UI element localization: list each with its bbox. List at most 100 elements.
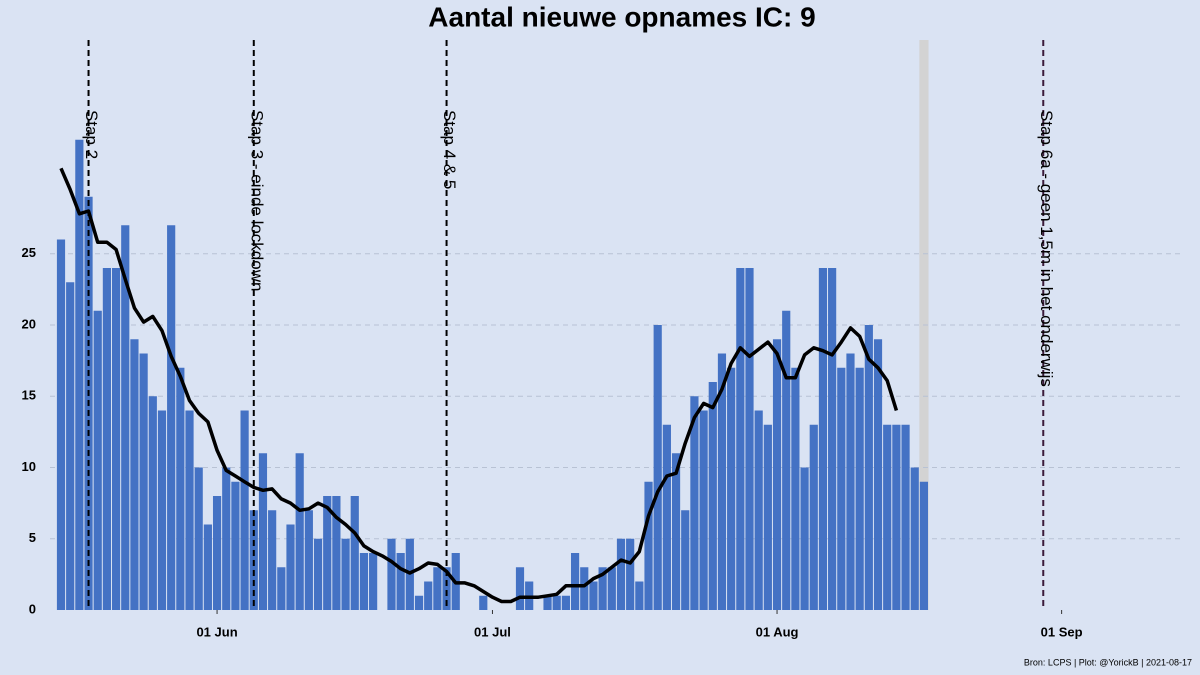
bar <box>681 510 690 610</box>
bar <box>635 581 644 610</box>
bar <box>543 595 552 610</box>
bar <box>258 453 268 610</box>
bar <box>176 367 185 610</box>
bar <box>240 410 249 610</box>
bar <box>690 396 699 610</box>
bar <box>203 524 212 610</box>
y-tick-label: 25 <box>22 245 36 260</box>
chart-title: Aantal nieuwe opnames IC: 9 <box>428 1 815 32</box>
bar <box>727 367 736 610</box>
bar <box>883 424 892 610</box>
bar <box>479 595 488 610</box>
bar <box>772 339 782 610</box>
bar <box>626 538 635 610</box>
bar <box>644 481 653 610</box>
bar <box>828 268 837 610</box>
y-tick-label: 15 <box>22 388 36 403</box>
bar <box>442 567 451 610</box>
bar <box>515 567 525 610</box>
bar <box>919 481 929 610</box>
bar <box>139 353 148 610</box>
bar <box>194 467 203 610</box>
x-tick-label: 01 Jun <box>196 624 237 639</box>
bar <box>708 382 717 610</box>
y-tick-label: 5 <box>29 530 36 545</box>
bar <box>359 553 369 610</box>
bar <box>653 325 662 610</box>
bar <box>736 268 745 610</box>
x-tick-label: 01 Aug <box>756 624 799 639</box>
bar <box>873 339 883 610</box>
x-tick-label: 01 Sep <box>1041 624 1083 639</box>
bar <box>855 367 864 610</box>
bar <box>286 524 295 610</box>
bar <box>56 239 66 610</box>
bar <box>157 410 167 610</box>
bar <box>809 424 818 610</box>
bar <box>148 396 157 610</box>
bar <box>791 367 800 610</box>
bar <box>313 538 323 610</box>
bar <box>304 510 313 610</box>
bar <box>185 410 194 610</box>
bar <box>910 467 919 610</box>
bar <box>745 268 754 610</box>
event-label: Stap 4 & 5 <box>440 110 459 189</box>
bar <box>580 567 589 610</box>
bar <box>598 567 607 610</box>
bar <box>323 496 332 610</box>
bar <box>341 538 350 610</box>
average-line <box>59 167 899 604</box>
bar <box>66 282 75 610</box>
bar <box>782 310 791 610</box>
x-tick-label: 01 Jul <box>474 624 511 639</box>
bar <box>433 567 442 610</box>
bar <box>846 353 855 610</box>
bar <box>616 538 626 610</box>
bar <box>231 481 240 610</box>
event-label: Stap 2 <box>82 110 101 159</box>
bar <box>699 410 708 610</box>
bar <box>901 424 910 610</box>
bar <box>754 410 763 610</box>
bar <box>864 325 873 610</box>
bar <box>212 496 222 610</box>
bar <box>387 538 396 610</box>
bar <box>350 496 359 610</box>
caption: Bron: LCPS | Plot: @YorickB | 2021-08-17 <box>1024 657 1192 667</box>
bar <box>589 581 598 610</box>
y-tick-label: 20 <box>22 316 36 331</box>
event-label: Stap 3 - einde lockdown <box>247 110 266 291</box>
bar <box>414 595 424 610</box>
y-tick-label: 0 <box>29 601 36 616</box>
bar <box>570 553 580 610</box>
bar <box>424 581 433 610</box>
bar <box>396 553 405 610</box>
bar <box>607 567 616 610</box>
bar <box>332 496 341 610</box>
bar <box>111 268 121 610</box>
bar <box>662 424 671 610</box>
bar <box>837 367 846 610</box>
bar <box>369 553 378 610</box>
bar <box>671 453 681 610</box>
bar <box>295 453 304 610</box>
bar <box>130 339 139 610</box>
bar <box>102 268 111 610</box>
bar <box>892 424 901 610</box>
bar <box>763 424 772 610</box>
bar <box>277 567 286 610</box>
bar <box>800 467 809 610</box>
bar <box>222 467 231 610</box>
bar <box>93 310 102 610</box>
bar <box>75 139 84 610</box>
bar <box>268 510 277 610</box>
event-label: Stap 6a - geen 1,5m in het onderwijs <box>1037 110 1056 387</box>
bar <box>818 268 828 610</box>
bar <box>561 595 570 610</box>
bar <box>167 225 176 610</box>
y-tick-label: 10 <box>22 459 36 474</box>
bar <box>121 225 130 610</box>
bar <box>717 353 727 610</box>
